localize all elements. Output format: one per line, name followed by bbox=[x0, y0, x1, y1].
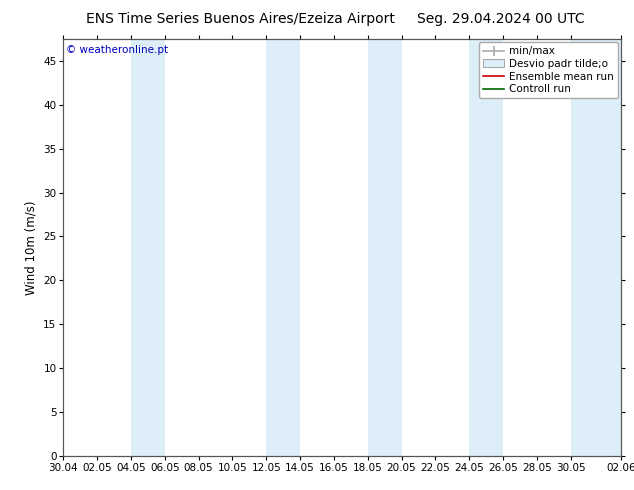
Legend: min/max, Desvio padr tilde;o, Ensemble mean run, Controll run: min/max, Desvio padr tilde;o, Ensemble m… bbox=[479, 42, 618, 98]
Bar bbox=[571, 39, 621, 456]
Bar bbox=[131, 39, 165, 456]
Bar bbox=[469, 39, 503, 456]
Text: © weatheronline.pt: © weatheronline.pt bbox=[66, 46, 168, 55]
Y-axis label: Wind 10m (m/s): Wind 10m (m/s) bbox=[25, 200, 37, 294]
Text: Seg. 29.04.2024 00 UTC: Seg. 29.04.2024 00 UTC bbox=[417, 12, 585, 26]
Text: ENS Time Series Buenos Aires/Ezeiza Airport: ENS Time Series Buenos Aires/Ezeiza Airp… bbox=[86, 12, 396, 26]
Bar bbox=[266, 39, 300, 456]
Bar bbox=[368, 39, 401, 456]
